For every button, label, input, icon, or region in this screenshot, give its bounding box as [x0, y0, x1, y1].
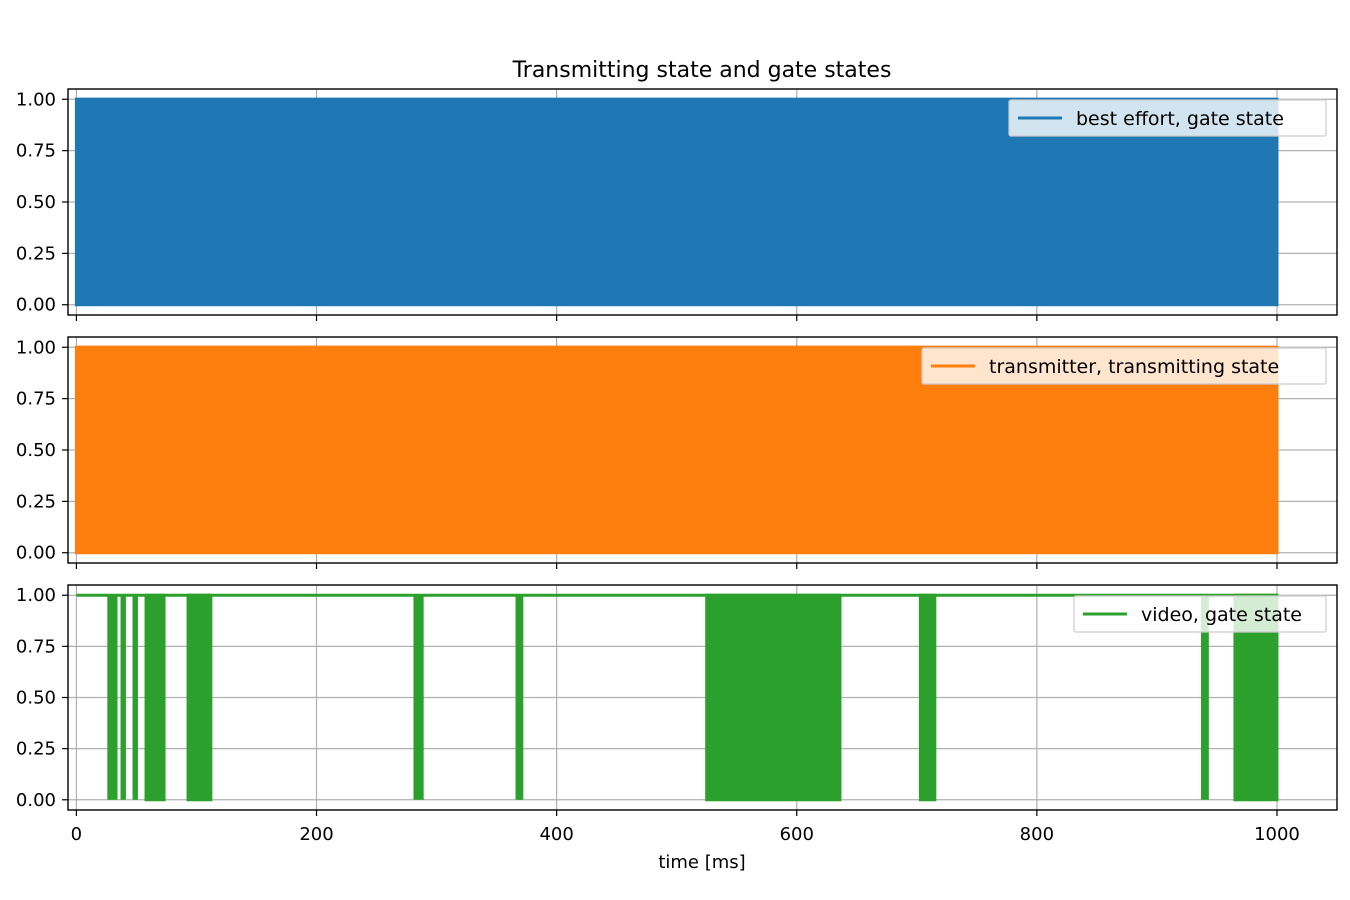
legend-label: best effort, gate state	[1076, 108, 1284, 130]
y-tick-label: 1.00	[16, 585, 56, 606]
chart-title: Transmitting state and gate states	[512, 58, 892, 83]
series-3	[76, 593, 1279, 802]
series-toggle-block	[918, 593, 937, 802]
y-tick-label: 0.50	[16, 440, 56, 461]
legend-box	[921, 347, 1327, 385]
series-toggle-block	[186, 593, 213, 802]
x-tick-label: 600	[780, 824, 814, 845]
y-tick-label: 0.75	[16, 636, 56, 657]
legend-label: video, gate state	[1141, 604, 1302, 626]
x-tick-label: 800	[1020, 824, 1054, 845]
y-tick-label: 0.75	[16, 141, 56, 162]
legend: best effort, gate state	[1008, 99, 1327, 137]
y-tick-label: 0.25	[16, 491, 56, 512]
x-tick-label: 1000	[1254, 824, 1300, 845]
subplot-3: 0.00 0.25 0.50 0.75 1.00 0 200 400 600 800 1000 vid…	[16, 584, 1338, 845]
subplot-2: 0.00 0.25 0.50 0.75 1.00 transmitter, transmi…	[16, 336, 1338, 569]
y-tick-label: 0.25	[16, 243, 56, 264]
y-tick-label: 0.00	[16, 790, 56, 811]
y-tick-label: 0.25	[16, 739, 56, 760]
subplot-1: 0.00 0.25 0.50 0.75 1.00 best effort, gate st…	[16, 88, 1338, 321]
y-tick-label: 0.75	[16, 389, 56, 410]
legend: transmitter, transmitting state	[921, 347, 1327, 385]
legend-box	[1073, 595, 1327, 633]
y-tick-label: 1.00	[16, 337, 56, 358]
y-tick-label: 0.50	[16, 192, 56, 213]
series-toggle-block	[705, 593, 842, 802]
legend-box	[1008, 99, 1327, 137]
x-tick-label: 0	[71, 824, 82, 845]
x-tick-label: 200	[299, 824, 333, 845]
legend-label: transmitter, transmitting state	[989, 356, 1279, 378]
y-tick-label: 0.00	[16, 543, 56, 564]
series-toggle-block	[144, 593, 166, 802]
legend: video, gate state	[1073, 595, 1327, 633]
x-axis-label: time [ms]	[658, 852, 745, 873]
y-tick-label: 1.00	[16, 89, 56, 110]
x-tick-label: 400	[539, 824, 573, 845]
y-tick-label: 0.00	[16, 295, 56, 316]
y-tick-label: 0.50	[16, 688, 56, 709]
